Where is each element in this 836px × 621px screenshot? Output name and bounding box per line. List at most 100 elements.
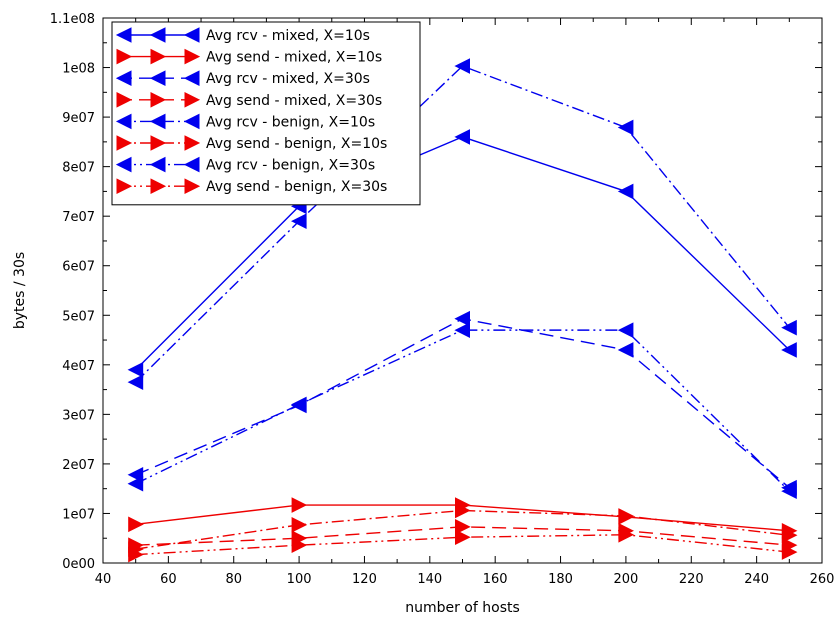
legend-box	[111, 21, 421, 206]
x-tick-label: 80	[225, 572, 242, 587]
legend-label: Avg send - mixed, X=10s	[206, 50, 382, 66]
x-tick-label: 260	[810, 572, 835, 587]
legend-marker	[183, 70, 200, 87]
legend-marker	[116, 135, 133, 151]
data-point	[127, 475, 144, 492]
x-tick-label: 240	[744, 572, 769, 587]
legend-label: Avg send - benign, X=30s	[206, 179, 387, 195]
series-1	[127, 129, 797, 378]
data-point	[781, 527, 798, 544]
legend-item: Avg send - mixed, X=10s	[116, 48, 382, 66]
legend-item: Avg rcv - mixed, X=30s	[115, 70, 370, 87]
x-tick-label: 100	[287, 572, 312, 587]
y-tick-label: 4e07	[62, 359, 95, 374]
legend-marker	[149, 156, 166, 173]
legend-marker	[150, 48, 167, 65]
legend-label: Avg rcv - benign, X=10s	[206, 114, 375, 130]
y-tick-label: 5e07	[62, 309, 95, 324]
x-tick-label: 180	[548, 572, 573, 587]
x-tick-label: 160	[483, 572, 508, 587]
legend-item: Avg send - benign, X=10s	[116, 135, 387, 152]
data-point	[455, 519, 471, 535]
series-line	[135, 509, 790, 550]
data-point	[617, 322, 634, 338]
legend-item: Avg send - mixed, X=30s	[116, 91, 382, 109]
data-point	[454, 129, 470, 145]
legend-marker	[183, 113, 200, 130]
legend-label: Avg rcv - mixed, X=10s	[206, 28, 370, 44]
legend-marker	[116, 48, 133, 65]
y-tick-label: 8e07	[62, 161, 95, 176]
legend-marker	[149, 113, 166, 130]
data-point	[290, 396, 307, 413]
series-line	[135, 65, 790, 383]
legend-marker	[116, 91, 133, 108]
y-tick-label: 1e08	[62, 62, 95, 77]
x-tick-label: 120	[352, 572, 377, 587]
legend-marker	[184, 48, 201, 65]
legend-label: Avg rcv - mixed, X=30s	[206, 71, 370, 87]
y-axis-label: bytes / 30s	[12, 252, 28, 329]
legend-marker	[150, 135, 167, 151]
data-point	[454, 58, 470, 74]
legend-marker	[150, 178, 167, 195]
legend-marker	[184, 91, 201, 108]
y-tick-label: 3e07	[62, 408, 95, 423]
data-point	[455, 502, 471, 519]
legend-marker	[183, 27, 200, 43]
x-tick-label: 220	[679, 572, 704, 587]
data-point	[617, 342, 634, 358]
data-point	[291, 517, 308, 533]
legend-item: Avg rcv - mixed, X=10s	[115, 27, 370, 44]
data-point	[127, 374, 144, 390]
legend-item: Avg send - benign, X=30s	[116, 178, 387, 195]
series-7	[127, 322, 797, 499]
y-tick-label: 9e07	[62, 111, 95, 126]
data-point	[291, 497, 308, 513]
series-2	[128, 497, 798, 539]
legend-item: Avg rcv - benign, X=30s	[115, 156, 375, 174]
data-point	[455, 529, 471, 546]
data-point	[781, 319, 797, 336]
legend-marker	[116, 178, 133, 195]
y-tick-label: 6e07	[62, 260, 95, 275]
legend-marker	[149, 70, 166, 87]
legend: Avg rcv - mixed, X=10s Avg send - mixed, …	[111, 21, 421, 206]
y-tick-label: 2e07	[62, 458, 95, 473]
x-tick-label: 40	[95, 572, 112, 587]
data-point	[781, 342, 797, 358]
data-point	[781, 483, 797, 499]
data-point	[454, 322, 470, 338]
data-point	[290, 213, 307, 229]
series-line	[135, 329, 790, 492]
legend-marker	[183, 156, 200, 173]
series-5	[127, 58, 797, 390]
legend-marker	[115, 113, 132, 130]
legend-marker	[149, 27, 166, 43]
series-line	[135, 318, 790, 489]
legend-marker	[115, 70, 132, 87]
data-point	[128, 516, 144, 533]
data-point	[128, 546, 144, 563]
legend-marker	[184, 135, 201, 151]
chart-marks	[127, 58, 798, 563]
y-tick-label: 1e07	[62, 507, 95, 522]
data-point	[618, 508, 635, 524]
data-point	[617, 183, 634, 200]
legend-marker	[115, 27, 132, 43]
axes: 40 60 80 100 120 140 160 180 200 220 240 260 0e00 1e0…	[50, 12, 835, 587]
x-axis-label: number of hosts	[405, 600, 520, 616]
y-tick-label: 7e07	[62, 210, 95, 225]
data-point	[454, 310, 470, 327]
data-point	[617, 119, 634, 136]
series-3	[127, 310, 797, 496]
y-tick-label: 1.1e08	[50, 12, 95, 27]
data-point	[127, 361, 144, 378]
series-8	[128, 526, 798, 563]
y-tick-label: 0e00	[62, 557, 95, 572]
x-tick-label: 140	[417, 572, 442, 587]
legend-label: Avg send - mixed, X=30s	[206, 93, 382, 109]
data-point	[781, 544, 798, 560]
legend-label: Avg send - benign, X=10s	[206, 136, 387, 152]
